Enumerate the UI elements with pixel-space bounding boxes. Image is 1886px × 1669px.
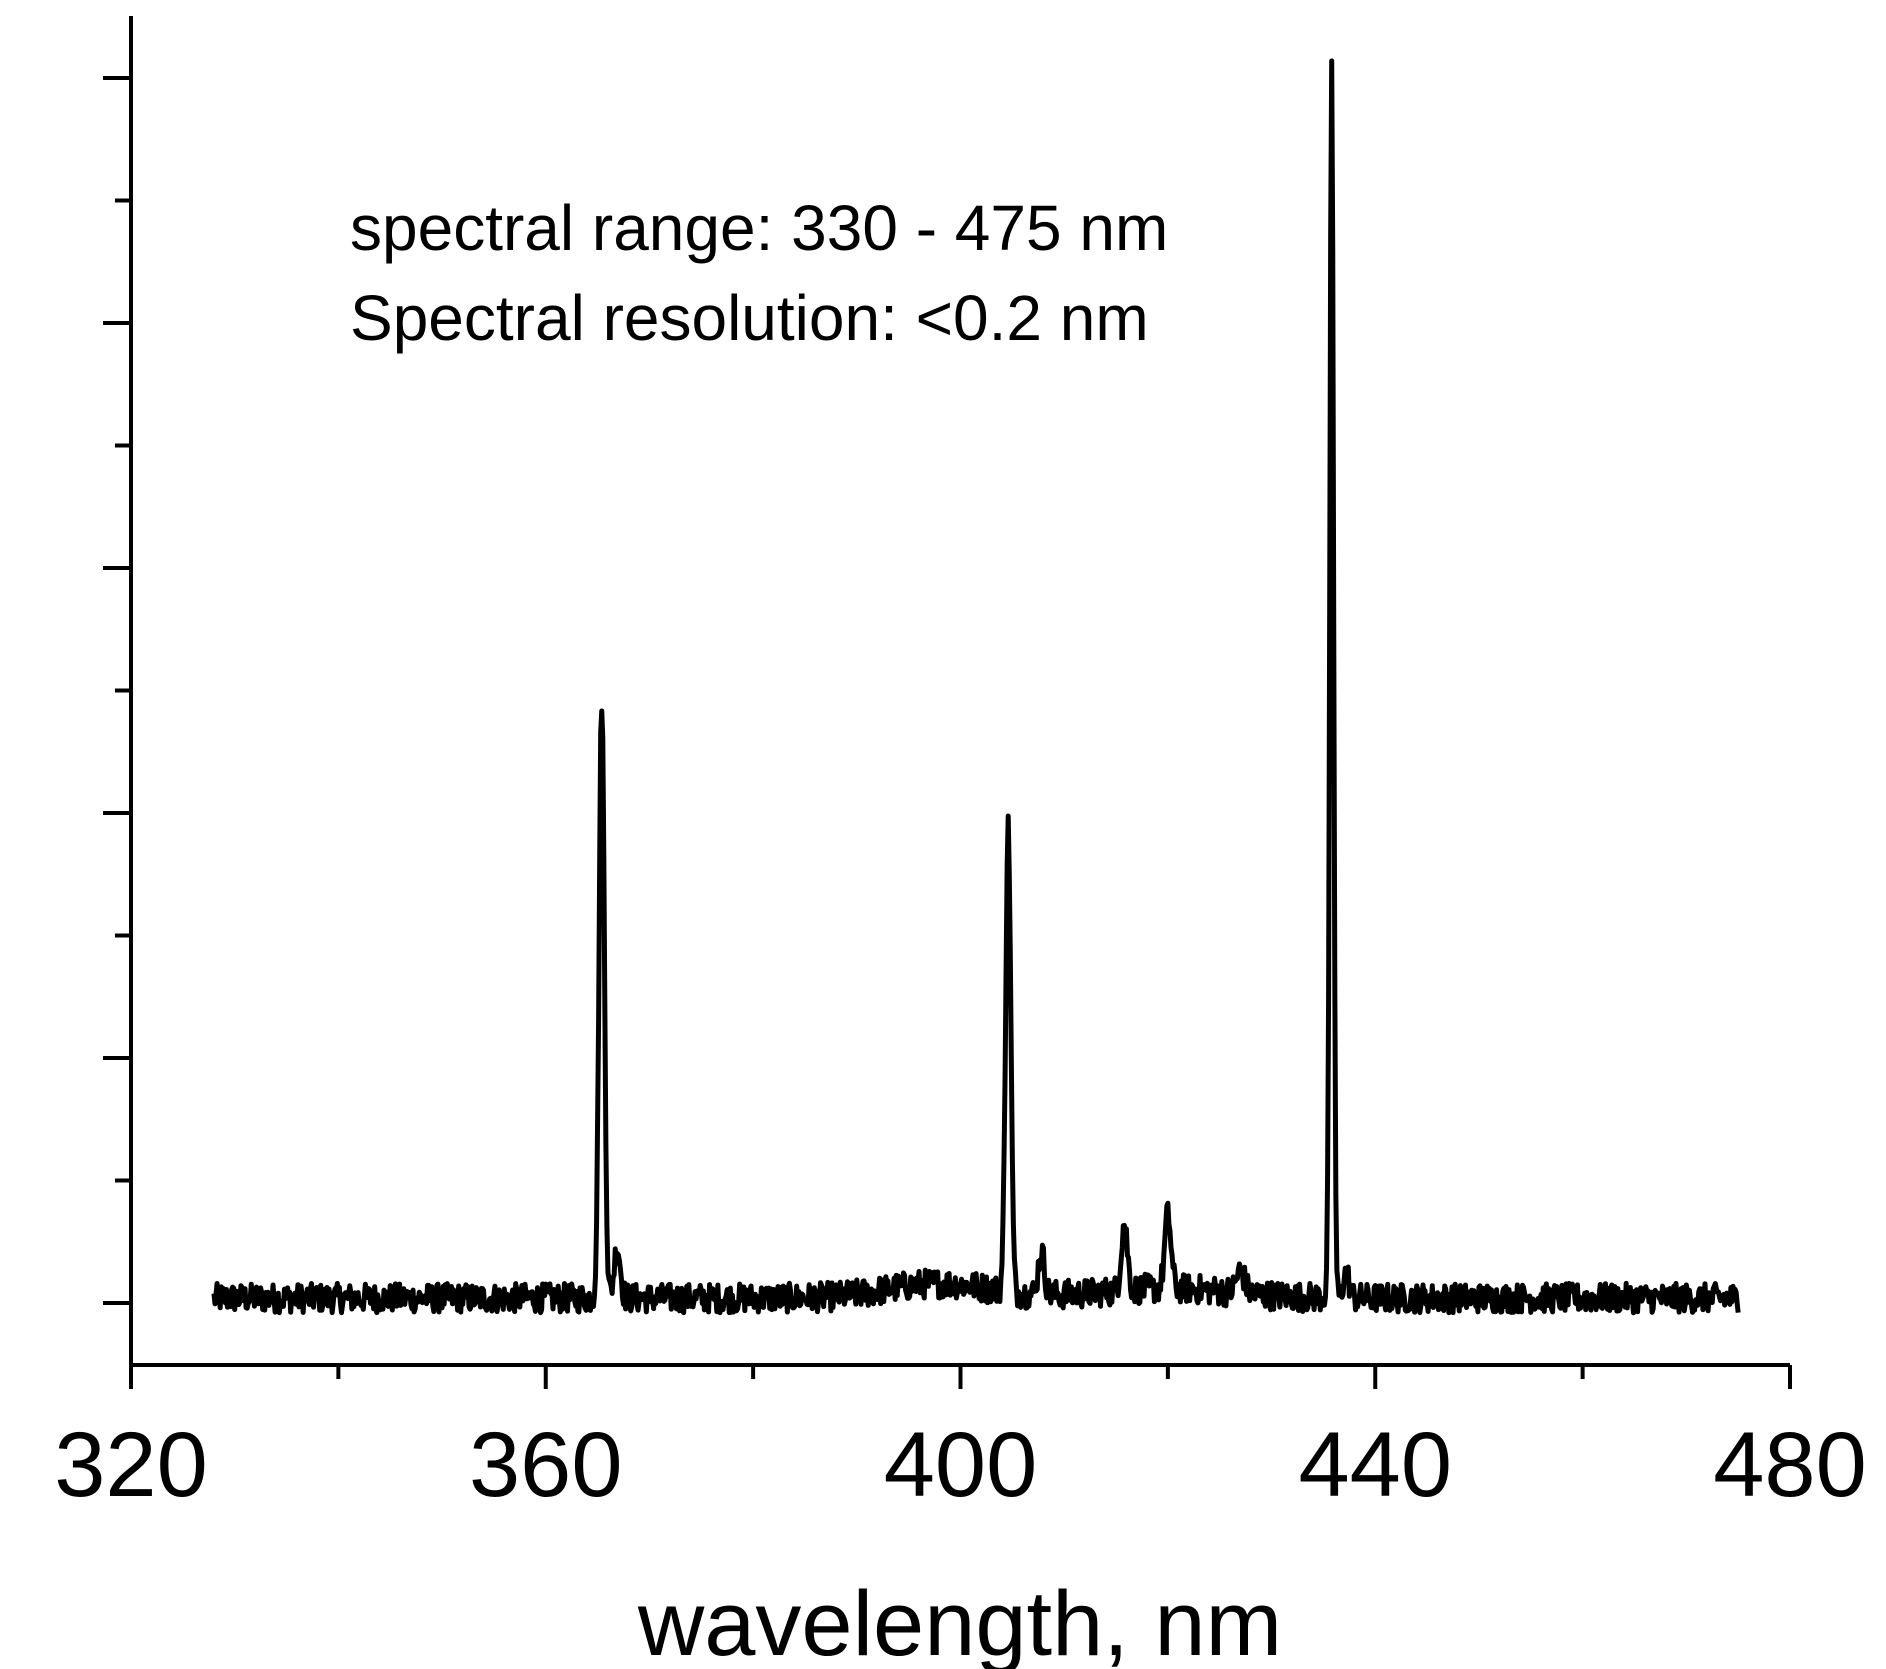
annotation-spectral-range: spectral range: 330 - 475 nm <box>350 192 1168 264</box>
series-line-spectrum <box>211 58 1741 1316</box>
x-tick-label: 360 <box>469 1414 623 1516</box>
axes: 320 360 400 440 480 <box>54 16 1867 1516</box>
annotation-spectral-resolution: Spectral resolution: <0.2 nm <box>350 282 1149 354</box>
x-ticks <box>129 1365 1792 1389</box>
x-tick-label: 400 <box>884 1414 1038 1516</box>
x-tick-labels: 320 360 400 440 480 <box>54 1414 1867 1516</box>
x-tick-label: 440 <box>1299 1414 1453 1516</box>
annotations: spectral range: 330 - 475 nm Spectral re… <box>350 192 1168 354</box>
series-group <box>211 58 1741 1316</box>
x-tick-label: 480 <box>1713 1414 1867 1516</box>
x-tick-label: 320 <box>54 1414 208 1516</box>
y-ticks <box>103 76 131 1305</box>
x-axis-title: wavelength, nm <box>637 1573 1282 1669</box>
